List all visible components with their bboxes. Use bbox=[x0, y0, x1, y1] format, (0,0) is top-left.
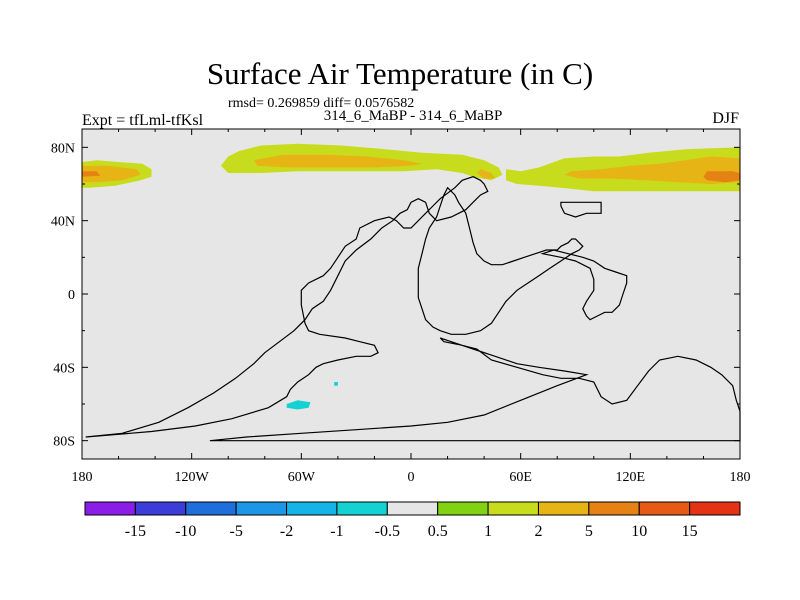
chart-subtitle: rmsd= 0.269859 diff= 0.0576582 bbox=[228, 96, 415, 111]
colorbar-label: -2 bbox=[280, 523, 293, 540]
colorbar-label: 2 bbox=[534, 523, 542, 540]
warm-band-west-pacific-hot bbox=[82, 171, 101, 177]
cool-dot-southern-ocean bbox=[334, 382, 338, 386]
period-label: 314_6_MaBP - 314_6_MaBP bbox=[323, 108, 503, 124]
y-tick-label: 80N bbox=[51, 141, 75, 156]
colorbar-swatch bbox=[638, 501, 691, 516]
outline-india-arabia bbox=[540, 249, 628, 321]
warm-band-atlantic-core bbox=[253, 154, 422, 168]
x-tick-label: 180 bbox=[72, 470, 93, 485]
y-tick-label: 40N bbox=[51, 215, 75, 230]
x-tick-label: 60E bbox=[509, 470, 532, 485]
outline-mid-africa bbox=[417, 186, 584, 335]
y-tick-label: 80S bbox=[53, 435, 75, 450]
colorbar-label: -1 bbox=[330, 523, 343, 540]
x-tick-label: 180 bbox=[730, 470, 751, 485]
colorbar-swatch bbox=[487, 501, 539, 516]
colorbar-swatch bbox=[386, 501, 439, 516]
colorbar-swatch bbox=[336, 501, 388, 516]
warm-band-atlantic-spot bbox=[476, 169, 496, 179]
warm-band-russia-hot bbox=[703, 171, 740, 183]
warm-band-west-pacific-core bbox=[82, 165, 141, 183]
outline-sakhalin bbox=[560, 201, 602, 218]
colorbar-label: 1 bbox=[484, 523, 492, 540]
experiment-label: Expt = tfLml-tfKsl bbox=[82, 112, 204, 129]
colorbar-swatch bbox=[185, 501, 237, 516]
colorbar-swatch bbox=[437, 501, 489, 516]
colorbar-swatch bbox=[235, 501, 288, 516]
chart-title: Surface Air Temperature (in C) bbox=[206, 56, 594, 91]
colorbar: -15 -10 -5 -2 -1 -0.5 0.5 1 2 5 10 15 bbox=[84, 501, 741, 540]
colorbar-swatch bbox=[689, 501, 741, 516]
cool-spot-southern-ocean bbox=[286, 400, 311, 410]
colorbar-swatch bbox=[286, 501, 338, 516]
x-tick-label: 120E bbox=[616, 470, 646, 485]
outline-americas bbox=[85, 176, 489, 438]
colorbar-label: -0.5 bbox=[375, 523, 400, 540]
x-tick-label: 120W bbox=[175, 470, 210, 485]
axis-ticks: 180 120W 60W 0 60E 120E 180 80N 40N 0 40S 80S bbox=[51, 129, 751, 485]
colorbar-label: 10 bbox=[631, 523, 647, 540]
y-tick-label: 40S bbox=[53, 361, 75, 376]
colorbar-label: 15 bbox=[682, 523, 698, 540]
season-label: DJF bbox=[712, 110, 739, 127]
colorbar-swatch bbox=[588, 501, 640, 516]
colorbar-label: 5 bbox=[585, 523, 593, 540]
colorbar-swatch bbox=[537, 501, 590, 516]
colorbar-label: -10 bbox=[175, 523, 196, 540]
x-tick-label: 0 bbox=[408, 470, 415, 485]
x-tick-label: 60W bbox=[288, 470, 316, 485]
continent-outlines bbox=[85, 176, 741, 442]
outline-europe-asia bbox=[209, 337, 741, 442]
colorbar-swatch bbox=[84, 501, 136, 516]
colorbar-label: -5 bbox=[229, 523, 242, 540]
y-tick-label: 0 bbox=[68, 288, 75, 303]
colorbar-swatch bbox=[134, 501, 187, 516]
warm-band-russia-core bbox=[564, 156, 740, 184]
colorbar-label: -15 bbox=[125, 523, 146, 540]
colorbar-label: 0.5 bbox=[428, 523, 448, 540]
temperature-fields bbox=[82, 143, 740, 410]
